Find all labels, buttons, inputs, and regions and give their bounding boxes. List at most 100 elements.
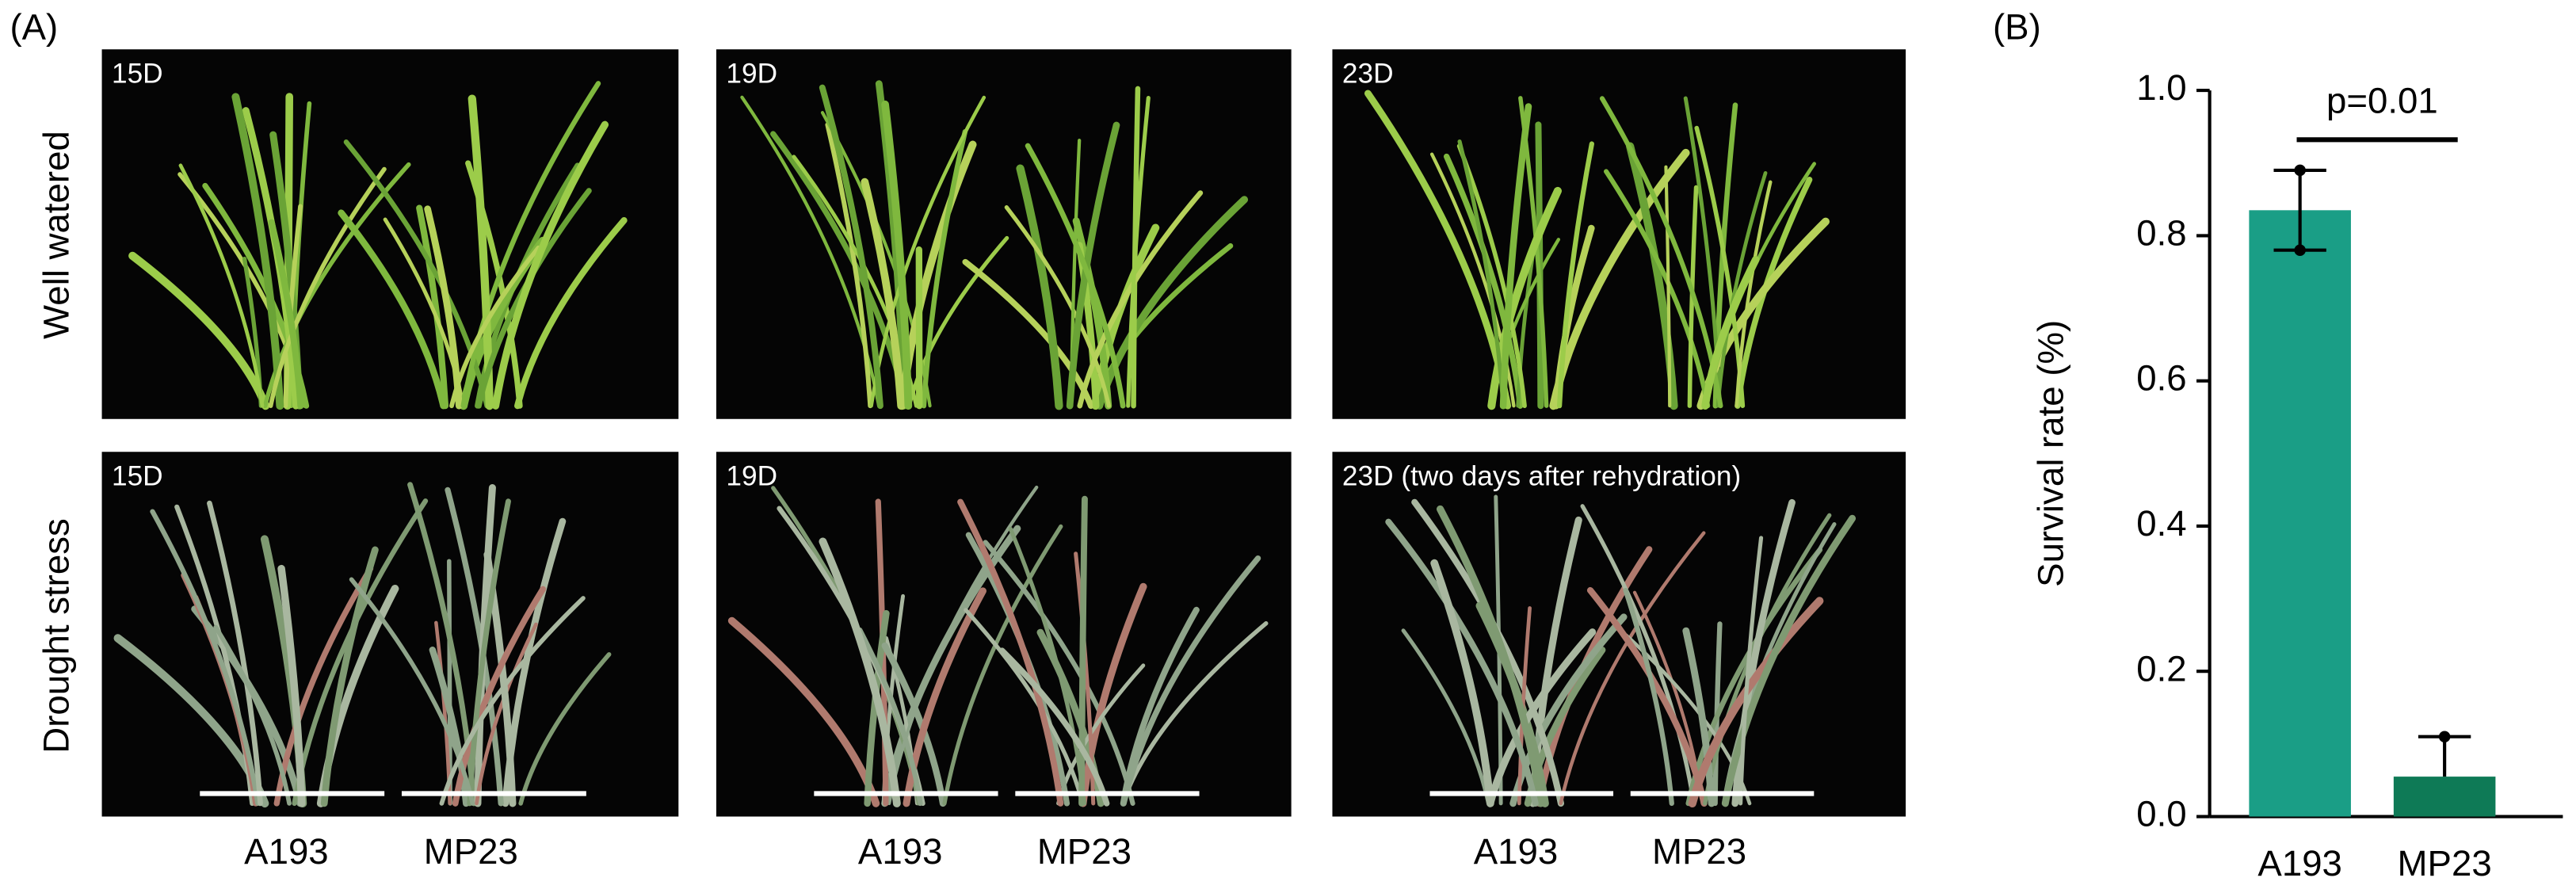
error-bar [2418, 731, 2471, 777]
y-tick-label: 0.6 [2136, 358, 2186, 399]
leaf [881, 100, 913, 410]
leaf [449, 245, 541, 409]
leaf [1016, 164, 1063, 410]
leaf [1516, 246, 1536, 408]
photo [1332, 49, 1906, 419]
leaf [820, 111, 932, 408]
leaf [1025, 143, 1126, 409]
leaf [819, 537, 901, 807]
panel-label: (B) [1993, 6, 2041, 47]
x-label: MP23 [424, 831, 518, 872]
error-dot [2438, 731, 2451, 742]
leaf [518, 652, 612, 806]
leaf [514, 217, 628, 410]
leaf [998, 647, 1110, 807]
leaf [1688, 597, 1824, 808]
leaf [1623, 588, 1674, 807]
leaf [1731, 498, 1796, 807]
x-label: MP23 [1037, 831, 1132, 872]
leaf [1079, 582, 1147, 807]
y-tick-label: 0.0 [2136, 794, 2186, 834]
leaf [887, 485, 1039, 806]
leaf [957, 498, 1064, 807]
y-axis-label: Survival rate (%) [2031, 320, 2071, 587]
y-tick-label: 0.8 [2136, 212, 2186, 253]
x-label: A193 [858, 831, 943, 872]
y-tick-label: 1.0 [2136, 67, 2186, 108]
leaf [452, 586, 547, 807]
photo-caption: 15D [112, 461, 163, 492]
leaf [1721, 514, 1857, 807]
photo-caption: 19D [726, 59, 777, 90]
bar [2393, 777, 2496, 817]
leaf [349, 577, 475, 806]
leaf [942, 524, 1063, 806]
leaf [1499, 103, 1532, 410]
leaf [1715, 170, 1768, 408]
error-dot [2294, 164, 2306, 177]
leaf [460, 81, 601, 409]
leaf [343, 139, 490, 409]
leaf [268, 219, 304, 410]
row-label: Drought stress [36, 518, 77, 754]
leaf [903, 587, 987, 807]
leaf [1401, 628, 1490, 806]
photo-caption: 23D (two days after rehydration) [1342, 461, 1741, 492]
leaf [1077, 190, 1204, 409]
leaf [1436, 505, 1545, 807]
leaf [1430, 559, 1494, 807]
leaf [467, 498, 511, 807]
leaf [1687, 185, 1699, 408]
leaf [207, 500, 263, 807]
leaf [491, 120, 609, 410]
error-dot [2294, 244, 2306, 256]
leaf [864, 609, 890, 807]
leaf [1456, 143, 1527, 408]
leaf [1626, 142, 1678, 410]
leaf [825, 122, 873, 409]
leaf [416, 204, 449, 410]
leaf [1429, 152, 1516, 408]
leaf [1580, 504, 1696, 806]
leaf [1738, 536, 1764, 806]
annotation: p=0.01 [2326, 81, 2438, 121]
row-label: Well watered [36, 131, 77, 339]
photo [101, 49, 679, 419]
leaf [861, 177, 906, 410]
leaf [128, 251, 270, 410]
leaf [1091, 223, 1160, 410]
photo [716, 452, 1292, 817]
leaf [150, 509, 261, 807]
photo-caption: 15D [112, 59, 163, 90]
x-label: A193 [1474, 831, 1559, 872]
leaf [1603, 169, 1711, 409]
photo-caption: 19D [726, 461, 777, 492]
leaf [1411, 498, 1564, 807]
leaf [1557, 141, 1594, 409]
leaf [1126, 95, 1151, 408]
leaf [1443, 153, 1524, 409]
leaf [191, 605, 303, 807]
leaf [921, 129, 968, 409]
leaf [178, 163, 265, 408]
leaf [1735, 180, 1773, 408]
x-label: A193 [244, 831, 329, 872]
leaf [1701, 256, 1760, 410]
bar [2249, 210, 2351, 817]
leaf [819, 84, 883, 410]
y-tick-label: 0.2 [2136, 648, 2186, 689]
error-bar [2273, 164, 2326, 256]
panel-label: (A) [10, 6, 58, 47]
leaf [1078, 495, 1088, 807]
leaf [1559, 531, 1706, 806]
leaf [1120, 555, 1261, 807]
leaf [475, 188, 592, 409]
leaf [857, 627, 923, 807]
photo-caption: 23D [1342, 59, 1394, 90]
leaf [213, 624, 292, 806]
leaf [268, 166, 387, 408]
leaf [338, 209, 447, 410]
leaf [475, 622, 538, 806]
x-tick-label: A193 [2257, 843, 2342, 883]
